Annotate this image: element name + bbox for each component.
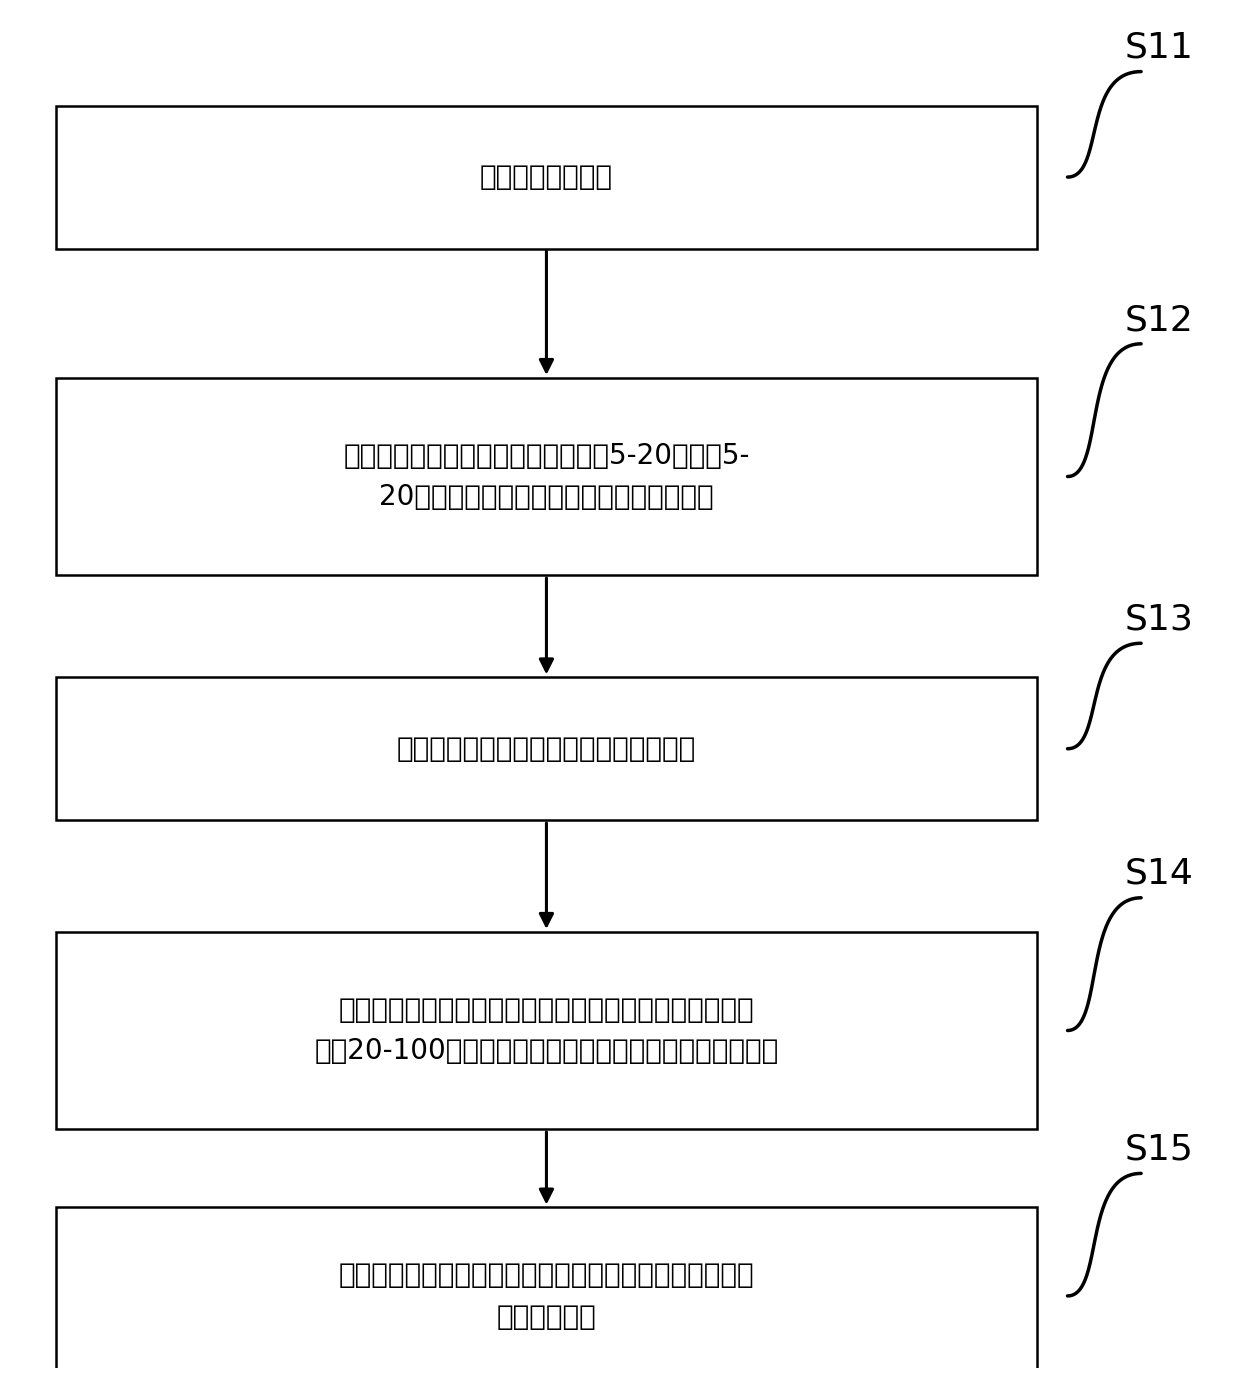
Text: 在第一缓冲溶液中加入质量份数为（5-20）：（5-
20）的荧光供体和偶联剂，得到第一反应液: 在第一缓冲溶液中加入质量份数为（5-20）：（5- 20）的荧光供体和偶联剂，得… (343, 441, 750, 512)
FancyBboxPatch shape (56, 378, 1037, 575)
Text: S14: S14 (1125, 857, 1194, 891)
Text: 离心分离第二反应液，获取第二上层液体，并置于低温环
境中保存备用: 离心分离第二反应液，获取第二上层液体，并置于低温环 境中保存备用 (339, 1261, 754, 1331)
Text: 离心分离第一反应液，收集第一上层液体: 离心分离第一反应液，收集第一上层液体 (397, 734, 696, 763)
Text: 将第一上层液体添加到第二缓冲溶液中，并加入质量份数
为（20-100）的氨基修饰的核酸适配体，得到第二反应液: 将第一上层液体添加到第二缓冲溶液中，并加入质量份数 为（20-100）的氨基修饰… (314, 996, 779, 1066)
Text: S13: S13 (1125, 602, 1194, 637)
FancyBboxPatch shape (56, 106, 1037, 249)
FancyBboxPatch shape (56, 932, 1037, 1129)
Text: S12: S12 (1125, 302, 1194, 337)
Text: S15: S15 (1125, 1133, 1194, 1166)
Text: S11: S11 (1125, 30, 1194, 65)
FancyBboxPatch shape (56, 678, 1037, 821)
Text: 提供第一缓冲溶液: 提供第一缓冲溶液 (480, 164, 613, 191)
FancyBboxPatch shape (56, 1207, 1037, 1375)
